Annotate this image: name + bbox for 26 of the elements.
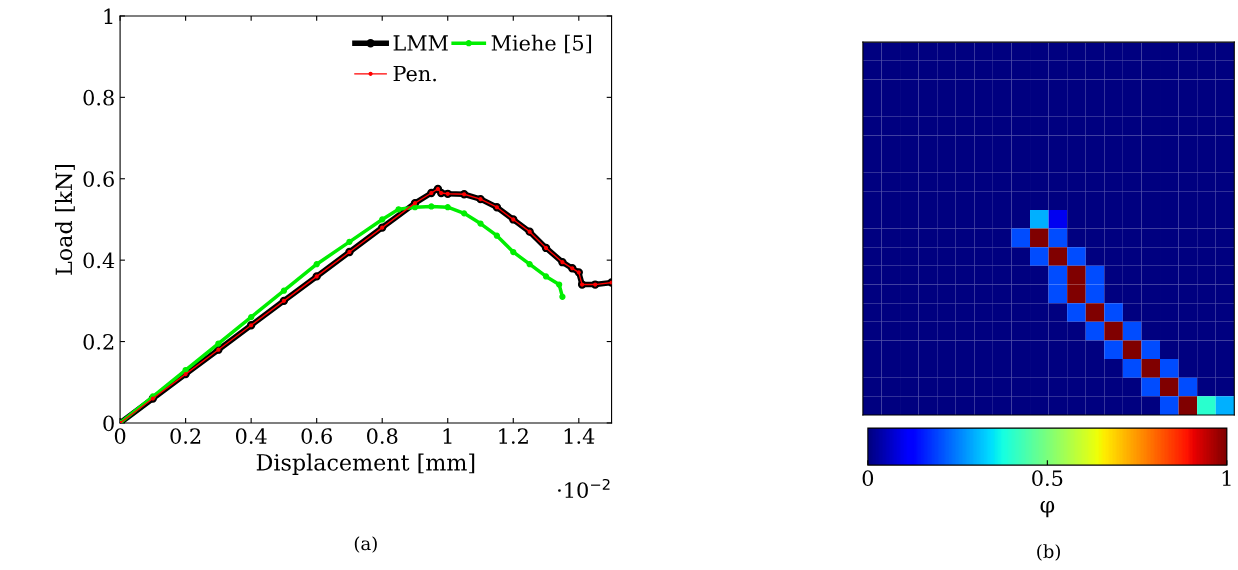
legend-label: LMM	[393, 35, 448, 51]
x-tick-label: 0.6	[301, 428, 332, 444]
x-tick-label: 1	[443, 428, 452, 444]
legend-label: Pen.	[393, 65, 436, 82]
y-tick-label: 0.8	[83, 89, 114, 106]
x-tick-label: 0.8	[367, 428, 398, 444]
y-tick-label: 0.2	[83, 334, 114, 350]
text: ·10$^{−2}$	[558, 478, 610, 499]
color-bar-label: 0	[862, 470, 874, 487]
x-tick-label: 1.4	[564, 428, 595, 444]
x-tick-label: 1.2	[499, 428, 528, 444]
text: (a)	[354, 536, 377, 553]
x-tick-label: 0	[114, 428, 126, 444]
x-tick-label: 0.2	[170, 428, 201, 444]
color-bar-title: φ	[1040, 500, 1055, 518]
y-axis-title: Load [kN]	[55, 164, 75, 275]
color-bar-label: 0.5	[1032, 470, 1063, 487]
y-tick-label: 1	[104, 8, 113, 24]
y-tick-label: 0.6	[83, 171, 114, 187]
x-axis-title: Displacement [mm]	[256, 453, 475, 476]
y-tick-label: 0.4	[83, 252, 115, 269]
x-tick-label: 0.4	[235, 428, 267, 444]
y-tick-label: 0	[103, 415, 114, 432]
color-bar-label: 1	[1222, 470, 1231, 486]
text: (b)	[1037, 544, 1060, 561]
legend-label: Miehe [5]	[491, 34, 592, 54]
